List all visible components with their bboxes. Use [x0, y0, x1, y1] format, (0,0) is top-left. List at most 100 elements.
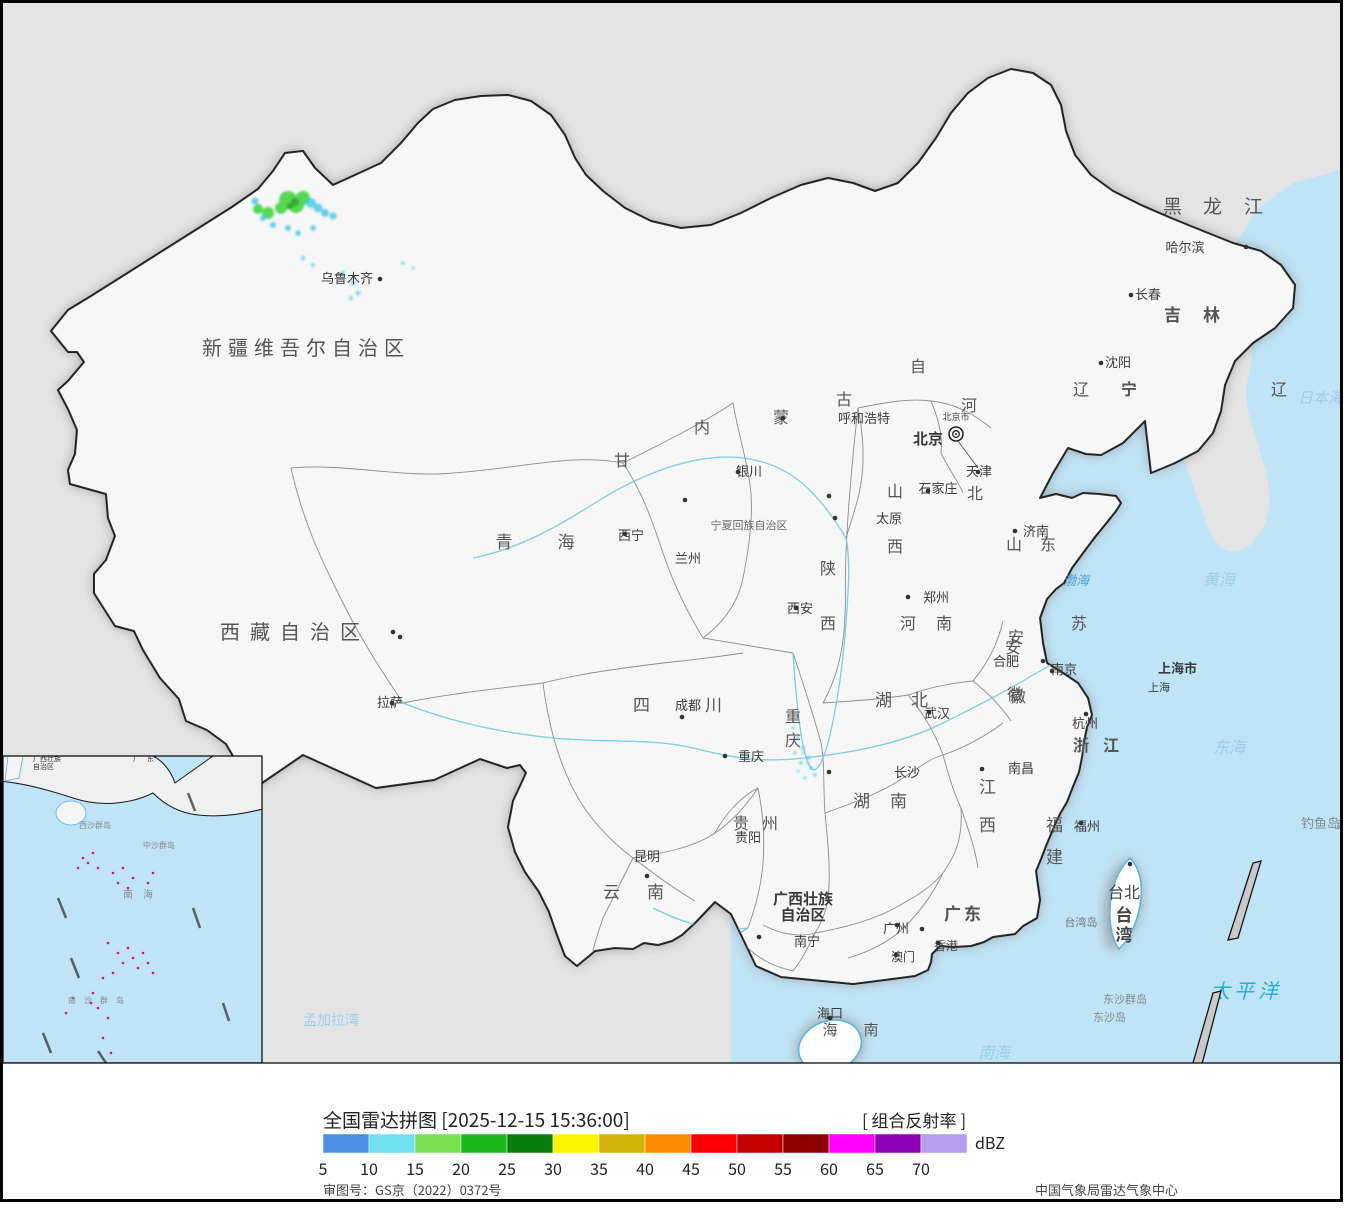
svg-text:内: 内 [694, 414, 710, 438]
svg-text:江: 江 [979, 773, 996, 798]
svg-text:西: 西 [979, 811, 996, 836]
svg-text:65: 65 [866, 1156, 884, 1180]
svg-text:台北: 台北 [1108, 879, 1140, 903]
svg-text:龙: 龙 [1203, 192, 1222, 219]
svg-text:25: 25 [498, 1156, 516, 1180]
svg-text:西藏自治区: 西藏自治区 [220, 616, 370, 645]
svg-text:60: 60 [820, 1156, 838, 1180]
svg-text:上海市: 上海市 [1158, 658, 1197, 677]
svg-text:东: 东 [1040, 531, 1056, 555]
svg-text:海: 海 [822, 1019, 837, 1040]
svg-text:上海: 上海 [1148, 679, 1170, 695]
svg-text:南宁: 南宁 [794, 931, 820, 950]
svg-text:广: 广 [944, 900, 961, 925]
svg-text:湖: 湖 [875, 686, 892, 711]
svg-text:南: 南 [863, 1019, 878, 1040]
svg-text:西宁: 西宁 [618, 525, 644, 544]
svg-text:重庆: 重庆 [738, 746, 764, 765]
svg-text:5: 5 [319, 1156, 328, 1180]
svg-text:70: 70 [912, 1156, 930, 1180]
svg-text:东: 东 [964, 900, 981, 925]
svg-text:古: 古 [836, 386, 852, 410]
svg-text:西安: 西安 [787, 598, 813, 617]
svg-text:沈阳: 沈阳 [1105, 352, 1131, 371]
svg-text:哈尔滨: 哈尔滨 [1165, 237, 1204, 256]
svg-text:长沙: 长沙 [894, 762, 920, 781]
svg-text:江: 江 [1244, 192, 1263, 219]
svg-text:湖: 湖 [853, 787, 870, 812]
svg-text:吉: 吉 [1164, 301, 1181, 326]
svg-text:日本海: 日本海 [1298, 387, 1343, 408]
svg-text:四: 四 [633, 691, 650, 716]
svg-text:州: 州 [762, 810, 778, 834]
svg-text:湾: 湾 [1116, 921, 1133, 946]
svg-text:钓鱼岛: 钓鱼岛 [1301, 813, 1340, 832]
svg-text:重: 重 [785, 703, 801, 727]
svg-text:15: 15 [406, 1156, 424, 1180]
svg-text:宁夏回族自治区: 宁夏回族自治区 [711, 517, 788, 533]
svg-text:河: 河 [900, 610, 916, 634]
svg-text:自治区: 自治区 [33, 762, 54, 772]
svg-text:苏: 苏 [1071, 610, 1087, 634]
svg-text:东海: 东海 [1213, 734, 1247, 758]
svg-text:宁: 宁 [1121, 376, 1137, 400]
svg-text:dBZ: dBZ [975, 1130, 1005, 1154]
svg-text:赤尾屿: 赤尾屿 [1336, 816, 1343, 832]
svg-text:呼和浩特: 呼和浩特 [838, 408, 890, 427]
svg-text:南 沙 群 岛: 南 沙 群 岛 [68, 995, 124, 1006]
svg-text:银川: 银川 [736, 461, 762, 480]
svg-text:南: 南 [936, 610, 952, 634]
svg-text:中国气象局雷达气象中心: 中国气象局雷达气象中心 [1035, 1180, 1178, 1199]
svg-text:青: 青 [496, 528, 513, 553]
svg-text:江: 江 [1103, 732, 1119, 756]
svg-text:北京: 北京 [913, 428, 943, 449]
svg-text:福州: 福州 [1074, 816, 1100, 835]
svg-text:东沙岛: 东沙岛 [1093, 1009, 1126, 1025]
svg-text:山: 山 [1006, 531, 1022, 555]
svg-text:北: 北 [967, 480, 983, 504]
svg-text:35: 35 [590, 1156, 608, 1180]
svg-text:乌鲁木齐: 乌鲁木齐 [321, 268, 373, 287]
svg-text:陕: 陕 [820, 555, 836, 579]
svg-text:拉萨: 拉萨 [377, 692, 403, 711]
svg-text:浙: 浙 [1073, 732, 1089, 756]
svg-text:黑: 黑 [1163, 192, 1182, 219]
svg-text:20: 20 [452, 1156, 470, 1180]
svg-text:云: 云 [603, 878, 620, 903]
svg-text:西沙群岛: 西沙群岛 [79, 820, 111, 831]
svg-text:全国雷达拼图 [2025-12-15 15:36:00]: 全国雷达拼图 [2025-12-15 15:36:00] [323, 1106, 630, 1133]
svg-text:30: 30 [544, 1156, 562, 1180]
svg-text:南: 南 [647, 878, 664, 903]
svg-text:台湾岛: 台湾岛 [1065, 914, 1098, 930]
svg-text:45: 45 [682, 1156, 700, 1180]
svg-text:南 海: 南 海 [123, 886, 153, 901]
svg-text:长春: 长春 [1135, 284, 1161, 303]
svg-text:新疆维吾尔自治区: 新疆维吾尔自治区 [202, 332, 410, 361]
svg-text:南海: 南海 [978, 1039, 1012, 1063]
svg-text:兰州: 兰州 [675, 548, 701, 567]
svg-text:广州: 广州 [883, 918, 909, 937]
svg-text:辽: 辽 [1073, 376, 1089, 400]
svg-text:南京: 南京 [1051, 659, 1077, 678]
svg-text:香港: 香港 [934, 937, 958, 954]
svg-text:审图号：GS京（2022）0372号: 审图号：GS京（2022）0372号 [323, 1180, 501, 1199]
svg-text:太原: 太原 [876, 508, 902, 527]
svg-text:[ 组合反射率 ]: [ 组合反射率 ] [862, 1107, 966, 1132]
svg-text:山: 山 [887, 478, 903, 502]
svg-text:50: 50 [728, 1156, 746, 1180]
svg-text:东沙群岛: 东沙群岛 [1103, 991, 1147, 1007]
svg-text:孟加拉湾: 孟加拉湾 [303, 1010, 359, 1030]
svg-text:郑州: 郑州 [923, 587, 949, 606]
svg-text:福: 福 [1046, 811, 1063, 836]
svg-text:西: 西 [820, 610, 836, 634]
svg-text:徽: 徽 [1007, 681, 1023, 705]
svg-text:自: 自 [910, 353, 926, 377]
svg-text:川: 川 [705, 691, 722, 716]
svg-text:太平洋: 太平洋 [1210, 975, 1282, 1004]
svg-text:55: 55 [774, 1156, 792, 1180]
svg-text:渤海: 渤海 [1063, 570, 1091, 589]
svg-text:林: 林 [1203, 301, 1220, 326]
svg-text:贵阳: 贵阳 [735, 827, 761, 846]
svg-text:西: 西 [887, 533, 903, 557]
svg-text:40: 40 [636, 1156, 654, 1180]
